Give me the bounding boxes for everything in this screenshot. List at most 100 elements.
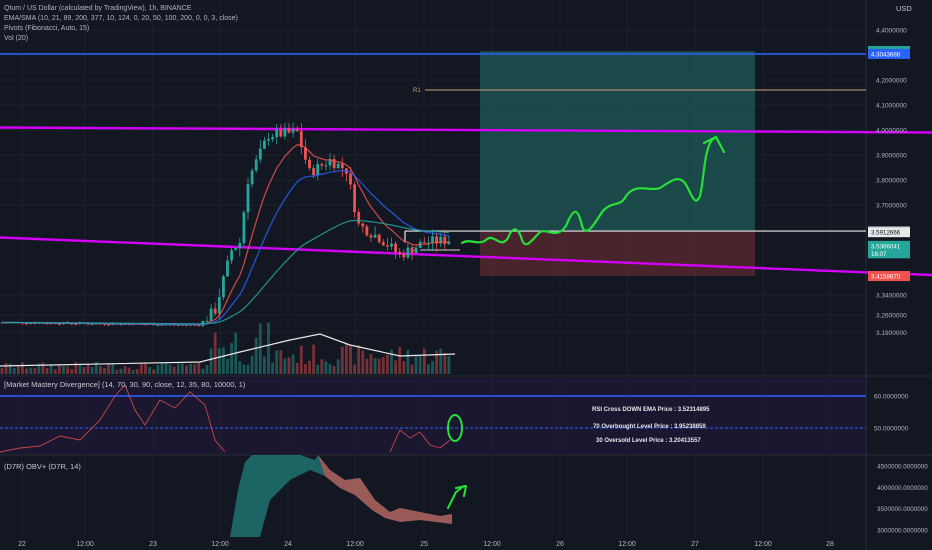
volume-bar	[246, 364, 250, 374]
volume-bar	[197, 362, 201, 374]
volume-bar	[312, 344, 315, 374]
candle-body	[435, 236, 438, 244]
volume-bar	[45, 368, 49, 374]
volume-bar	[394, 360, 397, 374]
volume-bar	[238, 361, 242, 374]
volume-bar	[213, 332, 217, 374]
candle-body	[222, 276, 225, 298]
candle-body	[217, 297, 221, 314]
candle-body	[373, 234, 377, 238]
chart-info: Qtum / US Dollar (calculated by TradingV…	[4, 4, 238, 44]
price-label: 4.2000000	[876, 78, 907, 85]
candle-body	[58, 323, 61, 325]
obv-level-label: 3500000.0000000	[877, 506, 928, 513]
obv-pane-title: (D7R) OBV+ (D7R, 14)	[4, 462, 81, 471]
candle-body	[295, 129, 299, 132]
volume-bar	[99, 366, 102, 374]
candle-body	[324, 165, 328, 167]
volume-bar	[340, 346, 344, 374]
obv-level-label: 4500000.0000000	[877, 464, 928, 471]
candle-body	[447, 241, 451, 245]
volume-bar	[41, 362, 45, 374]
rsi-pane-title: [Market Mastery Divergence] (14, 70, 30,…	[4, 380, 246, 389]
volume-bar	[148, 367, 151, 374]
candle-body	[299, 131, 303, 148]
volume-bar	[390, 349, 393, 374]
price-badge	[868, 240, 910, 251]
volume-bar	[222, 347, 225, 374]
candle-body	[25, 323, 28, 325]
volume-bar	[131, 369, 135, 374]
candle-body	[443, 236, 447, 245]
volume-bar	[164, 362, 168, 374]
volume-bar	[185, 365, 188, 374]
volume-bar	[422, 348, 426, 374]
chart-drawings: R1 P	[0, 51, 932, 537]
volume-bar	[258, 323, 262, 374]
study-vol: Vol (20)	[4, 35, 29, 42]
volume-bar	[336, 359, 340, 374]
candle-body	[402, 253, 406, 258]
volume-bar	[386, 354, 389, 374]
time-label: 12:00	[618, 541, 636, 548]
price-label: 3.7000000	[876, 203, 907, 210]
study-pivots: Pivots (Fibonacci, Auto, 15)	[4, 25, 90, 32]
candle-body	[234, 248, 238, 251]
candle-body	[353, 184, 356, 213]
volume-bar	[328, 363, 332, 374]
volume-bar	[193, 364, 197, 374]
volume-bar	[4, 362, 8, 374]
volume-bar	[172, 366, 176, 374]
volume-bar	[295, 362, 299, 374]
obv-area-down	[318, 455, 452, 524]
candle-body	[398, 251, 402, 254]
volume-bar	[283, 358, 287, 374]
price-badge-text: 4.3043688	[871, 51, 901, 58]
volume-bar	[279, 350, 283, 374]
volume-bar	[25, 368, 28, 374]
candle-body	[291, 129, 295, 133]
volume-bar	[406, 349, 410, 374]
volume-bar	[8, 363, 12, 374]
rsi-level-label: 60.0000000	[874, 394, 909, 401]
symbol-title: Qtum / US Dollar (calculated by TradingV…	[4, 5, 192, 12]
rsi-level-label: 50.0000000	[874, 426, 909, 433]
candle-body	[181, 324, 184, 326]
volume-bar	[33, 368, 37, 374]
candle-body	[328, 159, 332, 166]
obv-level-label: 3000000.0000000	[877, 528, 928, 535]
candle-body	[340, 163, 344, 169]
candle-body	[258, 148, 262, 160]
rsi-text-overbought: 70 Overbought Level Price : 3.95238859	[593, 424, 706, 430]
volume-bar	[152, 369, 156, 374]
volume-bar	[324, 361, 328, 374]
volume-bar	[0, 368, 4, 374]
candle-body	[160, 324, 164, 326]
volume-bar	[62, 366, 65, 374]
candle-body	[336, 163, 340, 169]
volume-bar	[94, 362, 98, 374]
study-ema: EMA/SMA (10, 21, 89, 200, 377, 10, 124, …	[4, 15, 238, 22]
volume-bar	[156, 365, 160, 374]
time-label: 12:00	[76, 541, 94, 548]
candle-body	[381, 242, 385, 246]
rsi-text-oversold: 30 Oversold Level Price : 3.20413557	[596, 438, 701, 444]
volume-bar	[443, 353, 447, 374]
volume-bar	[107, 364, 110, 374]
volume-bar	[320, 359, 324, 374]
volume-bar	[410, 364, 414, 374]
candle-body	[107, 324, 110, 326]
obv-arrow-drawing	[447, 485, 467, 509]
volume-bar	[373, 358, 377, 374]
volume-bar	[349, 345, 352, 374]
volume-bar	[189, 363, 192, 374]
candle-body	[209, 308, 213, 321]
volume-bar	[111, 363, 115, 374]
price-badge	[868, 227, 910, 238]
price-badge-text: 3.4158870	[871, 274, 901, 281]
candle-body	[213, 308, 217, 314]
candle-body	[279, 129, 283, 137]
volume-bar	[201, 368, 205, 374]
ema-line	[1, 219, 449, 325]
